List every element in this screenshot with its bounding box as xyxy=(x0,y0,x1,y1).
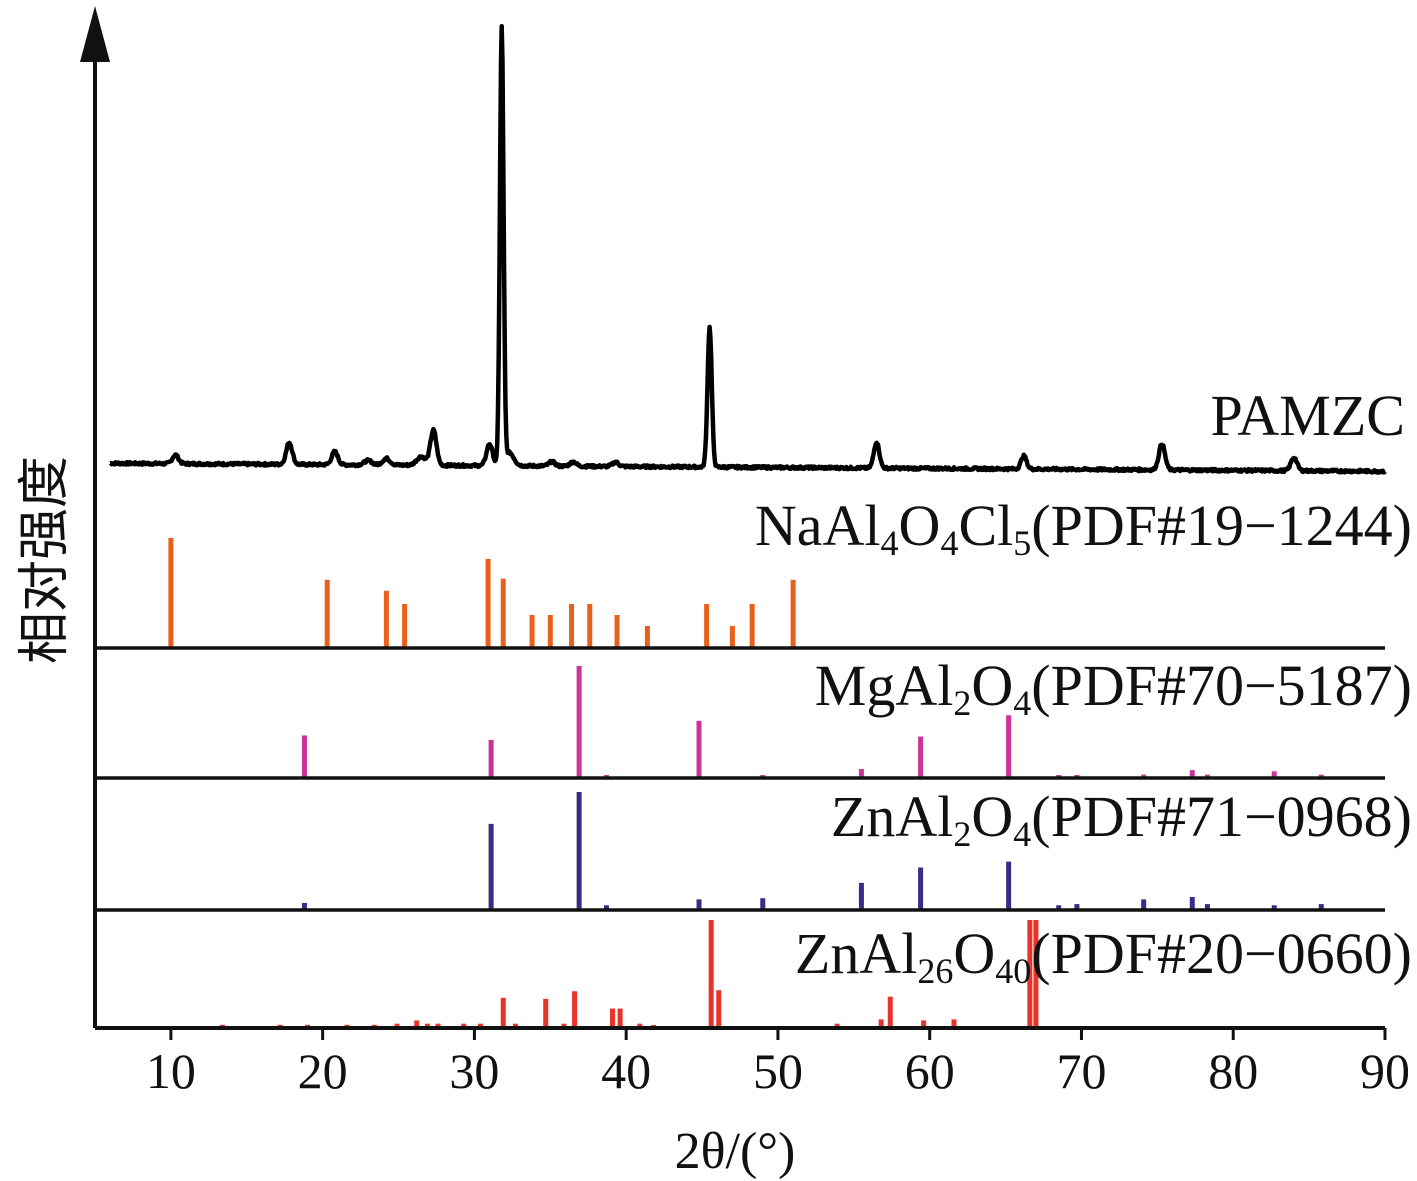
y-axis-arrow-icon xyxy=(80,6,110,62)
ref-peak xyxy=(324,579,330,648)
pattern-layer xyxy=(108,24,1387,475)
x-tick-label: 50 xyxy=(753,1043,803,1099)
ref-peak xyxy=(729,626,735,648)
ref-peak xyxy=(878,1019,884,1028)
ref-peak xyxy=(477,1023,483,1028)
ref-peak xyxy=(603,905,609,910)
ref-peak xyxy=(617,1008,623,1028)
pattern-line xyxy=(108,24,1387,475)
ref-peak xyxy=(918,867,924,910)
ref-peak xyxy=(1027,920,1033,1028)
ref-peak xyxy=(1141,899,1147,910)
ref-peak xyxy=(461,1023,467,1028)
reference-label: MgAl2O4(PDF#70−5187) xyxy=(815,653,1412,723)
reference-2 xyxy=(95,666,1385,780)
ref-peak xyxy=(301,735,307,778)
ref-peak xyxy=(921,1020,927,1028)
ref-peak xyxy=(614,615,620,648)
ref-peak xyxy=(576,792,582,910)
x-tick-label: 40 xyxy=(601,1043,651,1099)
ref-peak xyxy=(834,1023,840,1028)
x-tick-label: 80 xyxy=(1208,1043,1258,1099)
ref-peak xyxy=(543,998,549,1028)
ref-peak xyxy=(1006,861,1012,910)
ref-peak xyxy=(1189,770,1195,778)
ref-peak xyxy=(561,1023,567,1028)
x-tick-label: 20 xyxy=(298,1043,348,1099)
ref-peak xyxy=(644,626,650,648)
ref-peak xyxy=(1074,904,1080,910)
x-tick-label: 70 xyxy=(1056,1043,1106,1099)
x-tick-label: 10 xyxy=(146,1043,196,1099)
ref-peak xyxy=(918,736,924,778)
ref-peak xyxy=(402,604,408,648)
ref-peak xyxy=(716,990,722,1028)
ref-peak xyxy=(301,902,307,910)
x-tick-label: 60 xyxy=(905,1043,955,1099)
ref-peak xyxy=(858,769,864,778)
ref-peak xyxy=(790,579,796,648)
ref-peak xyxy=(704,604,710,648)
ref-peak xyxy=(500,997,506,1028)
x-tick-label: 30 xyxy=(449,1043,499,1099)
ref-peak xyxy=(547,615,553,648)
ref-peak xyxy=(951,1019,957,1028)
reference-patterns xyxy=(95,538,1385,1028)
ref-peak xyxy=(500,578,506,648)
ref-peak xyxy=(760,898,766,910)
ref-peak xyxy=(610,1008,616,1028)
x-axis-label: 2θ/(°) xyxy=(675,1123,796,1180)
ref-peak xyxy=(708,920,714,1028)
ref-peak xyxy=(1318,904,1324,910)
ref-peak xyxy=(1033,920,1039,1028)
ref-peak xyxy=(512,1023,518,1028)
ref-peak xyxy=(1056,905,1062,910)
ref-peak xyxy=(394,1023,400,1028)
ref-peak xyxy=(168,538,174,648)
reference-label: ZnAl2O4(PDF#71−0968) xyxy=(831,784,1412,854)
axes xyxy=(80,6,1385,1030)
ref-peak xyxy=(749,604,755,648)
x-ticks: 10 20 30 40 50 60 70 80 90 xyxy=(146,1028,1410,1099)
ref-peak xyxy=(488,823,494,910)
ref-peak xyxy=(572,991,578,1028)
ref-peak xyxy=(1271,905,1277,910)
ref-peak xyxy=(1189,897,1195,910)
ref-peak xyxy=(485,558,491,648)
series-labels: NaAl4O4Cl5(PDF#19−1244) MgAl2O4(PDF#70−51… xyxy=(755,383,1412,991)
ref-peak xyxy=(587,604,593,648)
ref-peak xyxy=(1271,771,1277,778)
ref-peak xyxy=(1204,904,1210,910)
reference-1 xyxy=(95,538,1385,650)
ref-peak xyxy=(424,1023,430,1028)
ref-peak xyxy=(576,666,582,778)
reference-label: ZnAl26O40(PDF#20−0660) xyxy=(795,921,1412,991)
ref-peak xyxy=(1006,715,1012,778)
ref-peak xyxy=(637,1023,643,1028)
ref-peak xyxy=(858,882,864,910)
x-tick-label: 90 xyxy=(1360,1043,1410,1099)
ref-peak xyxy=(696,720,702,778)
ref-peak xyxy=(569,604,575,648)
reference-4 xyxy=(219,920,1039,1028)
ref-peak xyxy=(435,1023,441,1028)
ref-peak xyxy=(488,739,494,778)
ref-peak xyxy=(383,590,389,648)
ref-peak xyxy=(887,996,893,1028)
reference-label: NaAl4O4Cl5(PDF#19−1244) xyxy=(755,493,1412,563)
pattern-label: PAMZC xyxy=(1210,383,1405,448)
y-axis-label: 相对强度 xyxy=(17,456,74,664)
ref-peak xyxy=(529,615,535,648)
ref-peak xyxy=(414,1020,420,1028)
reference-3 xyxy=(95,792,1385,912)
ref-peak xyxy=(696,899,702,910)
